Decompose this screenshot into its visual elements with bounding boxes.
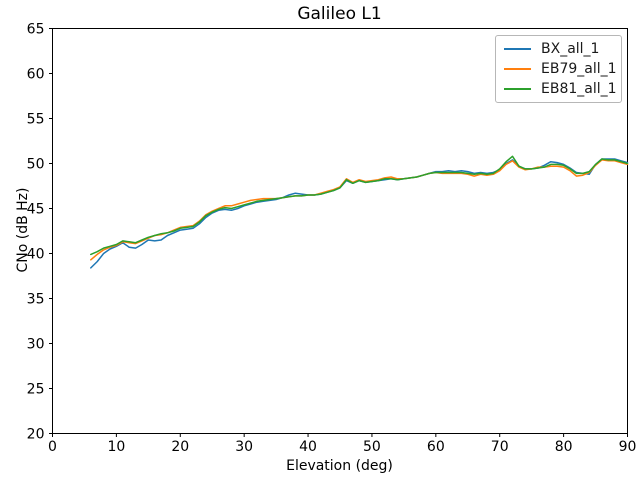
chart-title: Galileo L1 <box>297 4 382 24</box>
y-tick-label: 20 <box>27 427 45 443</box>
y-tick-label: 35 <box>27 292 45 308</box>
legend-label: BX_all_1 <box>541 41 600 57</box>
x-tick-label: 90 <box>619 439 637 455</box>
legend-item-EB81_all_1: EB81_all_1 <box>504 79 617 99</box>
y-tick-label: 60 <box>27 67 45 83</box>
x-tick-label: 80 <box>555 439 573 455</box>
x-tick-label: 70 <box>491 439 509 455</box>
y-tick-label: 30 <box>27 337 45 353</box>
x-tick-label: 0 <box>48 439 57 455</box>
legend-label: EB81_all_1 <box>541 81 617 97</box>
legend-line-swatch <box>504 88 531 90</box>
legend-item-BX_all_1: BX_all_1 <box>504 39 613 59</box>
y-tick-label: 40 <box>27 247 45 263</box>
legend: BX_all_1 EB79_all_1 EB81_all_1 <box>495 35 622 103</box>
y-tick-label: 55 <box>27 112 45 128</box>
y-tick-label: 45 <box>27 202 45 218</box>
x-tick-label: 30 <box>235 439 253 455</box>
plot-box <box>52 28 628 434</box>
legend-line-swatch <box>504 68 531 70</box>
y-tick-label: 25 <box>27 382 45 398</box>
legend-item-EB79_all_1: EB79_all_1 <box>504 59 617 79</box>
series-line-BX_all_1 <box>90 158 629 269</box>
x-tick-label: 60 <box>427 439 445 455</box>
x-tick-label: 40 <box>299 439 317 455</box>
y-tick-label: 50 <box>27 157 45 173</box>
x-axis-label: Elevation (deg) <box>286 458 393 474</box>
legend-line-swatch <box>504 48 531 50</box>
series-line-EB79_all_1 <box>90 159 629 261</box>
legend-label: EB79_all_1 <box>541 61 617 77</box>
y-tick-label: 65 <box>27 22 45 38</box>
x-tick-label: 10 <box>107 439 125 455</box>
series-line-EB81_all_1 <box>90 155 629 256</box>
x-tick-label: 20 <box>171 439 189 455</box>
x-tick-label: 50 <box>363 439 381 455</box>
